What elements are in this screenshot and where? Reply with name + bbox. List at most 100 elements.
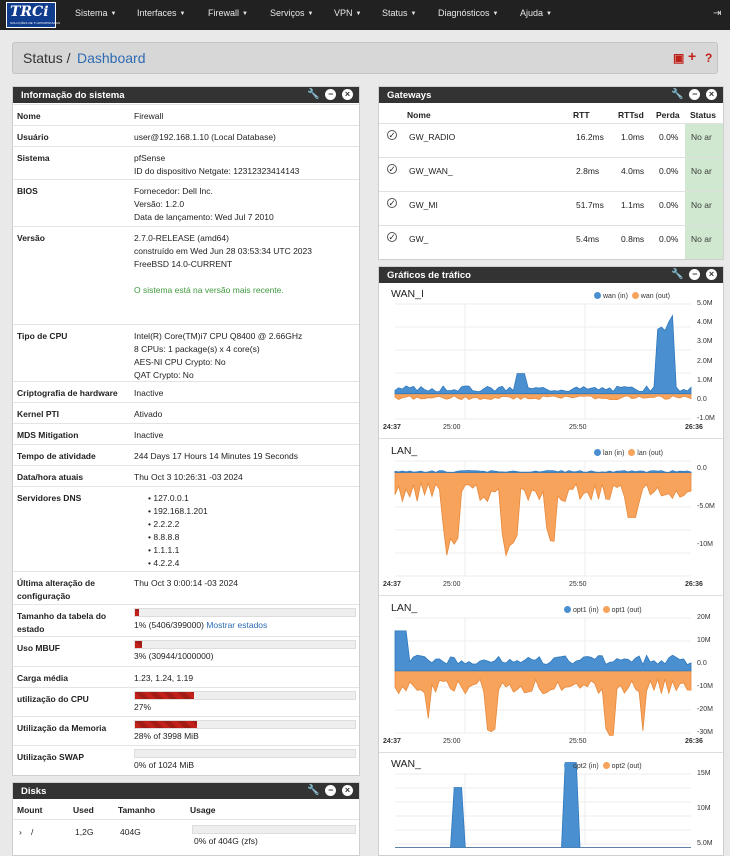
panel-header: Informação do sistema 🔧 − × [13, 87, 359, 103]
sysinfo-row-sistema: Sistema pfSense ID do dispositivo Netgate… [13, 146, 359, 179]
help-icon[interactable]: ? [705, 51, 713, 65]
menu-sistema[interactable]: Sistema ▼ [75, 8, 117, 18]
gateway-rtt: 51.7ms [576, 200, 604, 210]
sysinfo-row-usuario: Usuário user@192.168.1.10 (Local Databas… [13, 125, 359, 146]
update-status-text: O sistema está na versão mais recente. [134, 285, 284, 295]
col-used: Used [73, 805, 94, 815]
series-out-area [394, 472, 692, 558]
table-row: ✓ GW_MI 51.7ms 1.1ms 0.0% No ar [379, 191, 723, 225]
close-icon[interactable]: × [342, 89, 353, 100]
chart-canvas [394, 460, 692, 577]
page-title: Dashboard [77, 50, 146, 66]
state-table-bar [134, 608, 356, 617]
menu-servicos[interactable]: Serviços ▼ [270, 8, 314, 18]
gateway-loss: 0.0% [659, 234, 679, 244]
wrench-icon[interactable]: 🔧 [670, 89, 684, 100]
gateway-rtt: 16.2ms [576, 132, 604, 142]
panel-header: Disks 🔧 − × [13, 783, 359, 799]
traffic-chart: WAN_ opt2 (in) opt2 (out) 15M 10M 5.0M [379, 754, 723, 855]
chart-legend[interactable]: opt1 (in) opt1 (out) [564, 606, 642, 614]
y-tick-label: 5.0M [697, 840, 713, 847]
chart-legend[interactable]: lan (in) lan (out) [594, 449, 663, 457]
minimize-icon[interactable]: − [689, 89, 701, 100]
minimize-icon[interactable]: − [689, 269, 701, 280]
x-tick-label: 25:00 [443, 424, 461, 431]
wrench-icon[interactable]: 🔧 [306, 89, 320, 100]
y-tick-label: -10M [697, 683, 713, 690]
check-circle-icon: ✓ [387, 164, 397, 174]
menu-ajuda[interactable]: Ajuda ▼ [520, 8, 552, 18]
y-tick-label: 0.0 [697, 464, 707, 472]
show-states-link[interactable]: Mostrar estados [206, 620, 268, 630]
table-row: ✓ GW_RADIO 16.2ms 1.0ms 0.0% No ar [379, 123, 723, 157]
menu-diagnosticos[interactable]: Diagnósticos ▼ [438, 8, 499, 18]
panel-header: Gateways 🔧 − × [379, 87, 723, 103]
x-tick-label: 25:50 [569, 738, 587, 745]
menu-vpn[interactable]: VPN ▼ [334, 8, 362, 18]
chart-title: LAN_ [391, 445, 418, 457]
breadcrumb-root[interactable]: Status / [23, 50, 71, 66]
minimize-icon[interactable]: − [325, 785, 337, 796]
y-tick-label: -20M [697, 706, 713, 713]
sysinfo-row-lastconfig: Última alteração de configuração Thu Oct… [13, 571, 359, 604]
swap-usage-bar [134, 749, 356, 758]
y-tick-label: -1.0M [697, 415, 715, 422]
legend-in: wan (in) [603, 293, 628, 300]
gateway-loss: 0.0% [659, 132, 679, 142]
breadcrumb: Status / Dashboard ▣ + ? [12, 42, 718, 74]
gateway-name: GW_WAN_ [409, 166, 453, 176]
minimize-icon[interactable]: − [325, 89, 337, 100]
sysinfo-row-datetime: Data/hora atuais Thu Oct 3 10:26:31 -03 … [13, 465, 359, 486]
y-tick-label: 10M [697, 637, 711, 644]
legend-in: lan (in) [603, 450, 625, 457]
table-row: › / 1,2G 404G 0% of 404G (zfs) [13, 819, 359, 855]
save-icon[interactable]: ▣ [673, 51, 685, 65]
panel-title: Informação do sistema [21, 90, 125, 101]
chart-legend[interactable]: opt2 (in) opt2 (out) [564, 762, 642, 770]
x-tick-label: 26:36 [685, 738, 703, 745]
brand-tagline: SOLUÇÕES DE TI APROPRIADAS [10, 21, 61, 25]
close-icon[interactable]: × [342, 785, 353, 796]
chart-legend[interactable]: wan (in) wan (out) [594, 292, 670, 300]
col-mount: Mount [17, 805, 43, 815]
panel-header: Gráficos de tráfico 🔧 − × [379, 267, 723, 283]
chart-canvas [394, 303, 692, 420]
legend-out: opt2 (out) [611, 763, 642, 770]
disk-usage-bar [192, 825, 356, 834]
gateway-loss: 0.0% [659, 200, 679, 210]
series-out-area [394, 393, 692, 401]
y-tick-label: 15M [697, 770, 711, 777]
chart-title: LAN_ [391, 602, 418, 614]
check-circle-icon: ✓ [387, 232, 397, 242]
menu-firewall[interactable]: Firewall ▼ [208, 8, 248, 18]
y-tick-label: 20M [697, 614, 711, 621]
brand-logo[interactable]: TRCi SOLUÇÕES DE TI APROPRIADAS [6, 2, 60, 28]
traffic-chart: LAN_ opt1 (in) opt1 (out) 20M 10M 0.0 -10M -20… [379, 598, 723, 753]
check-circle-icon: ✓ [387, 130, 397, 140]
expand-icon[interactable]: › [19, 827, 22, 837]
sysinfo-row-cpu: Tipo de CPU Intel(R) Core(TM)i7 CPU Q840… [13, 324, 359, 381]
wrench-icon[interactable]: 🔧 [306, 785, 320, 796]
sysinfo-row-mds: MDS Mitigation Inactive [13, 423, 359, 444]
panel-title: Disks [21, 786, 47, 797]
y-tick-label: 0.0 [697, 660, 707, 667]
wrench-icon[interactable]: 🔧 [670, 269, 684, 280]
close-icon[interactable]: × [706, 89, 717, 100]
close-icon[interactable]: × [706, 269, 717, 280]
add-widget-icon[interactable]: + [688, 48, 697, 64]
sysinfo-row-crypto: Criptografia de hardware Inactive [13, 381, 359, 402]
chart-title: WAN_I [391, 288, 424, 300]
x-tick-label: 25:00 [443, 738, 461, 745]
panel-title: Gateways [387, 90, 432, 101]
panel-title: Gráficos de tráfico [387, 270, 471, 281]
x-tick-label: 25:50 [569, 424, 587, 431]
x-tick-label: 24:37 [383, 424, 401, 431]
memory-usage-bar [134, 720, 356, 729]
gateways-panel: Gateways 🔧 − × Nome RTT RTTsd Perda Stat… [378, 86, 724, 260]
y-tick-label: 4.0M [697, 319, 713, 327]
menu-interfaces[interactable]: Interfaces ▼ [137, 8, 186, 18]
menu-status[interactable]: Status ▼ [382, 8, 417, 18]
logout-icon[interactable]: ⇥ [713, 8, 722, 19]
disks-panel: Disks 🔧 − × Mount Used Tamanho Usage › /… [12, 782, 360, 856]
sysinfo-row-uptime: Tempo de atividade 244 Days 17 Hours 14 … [13, 444, 359, 465]
